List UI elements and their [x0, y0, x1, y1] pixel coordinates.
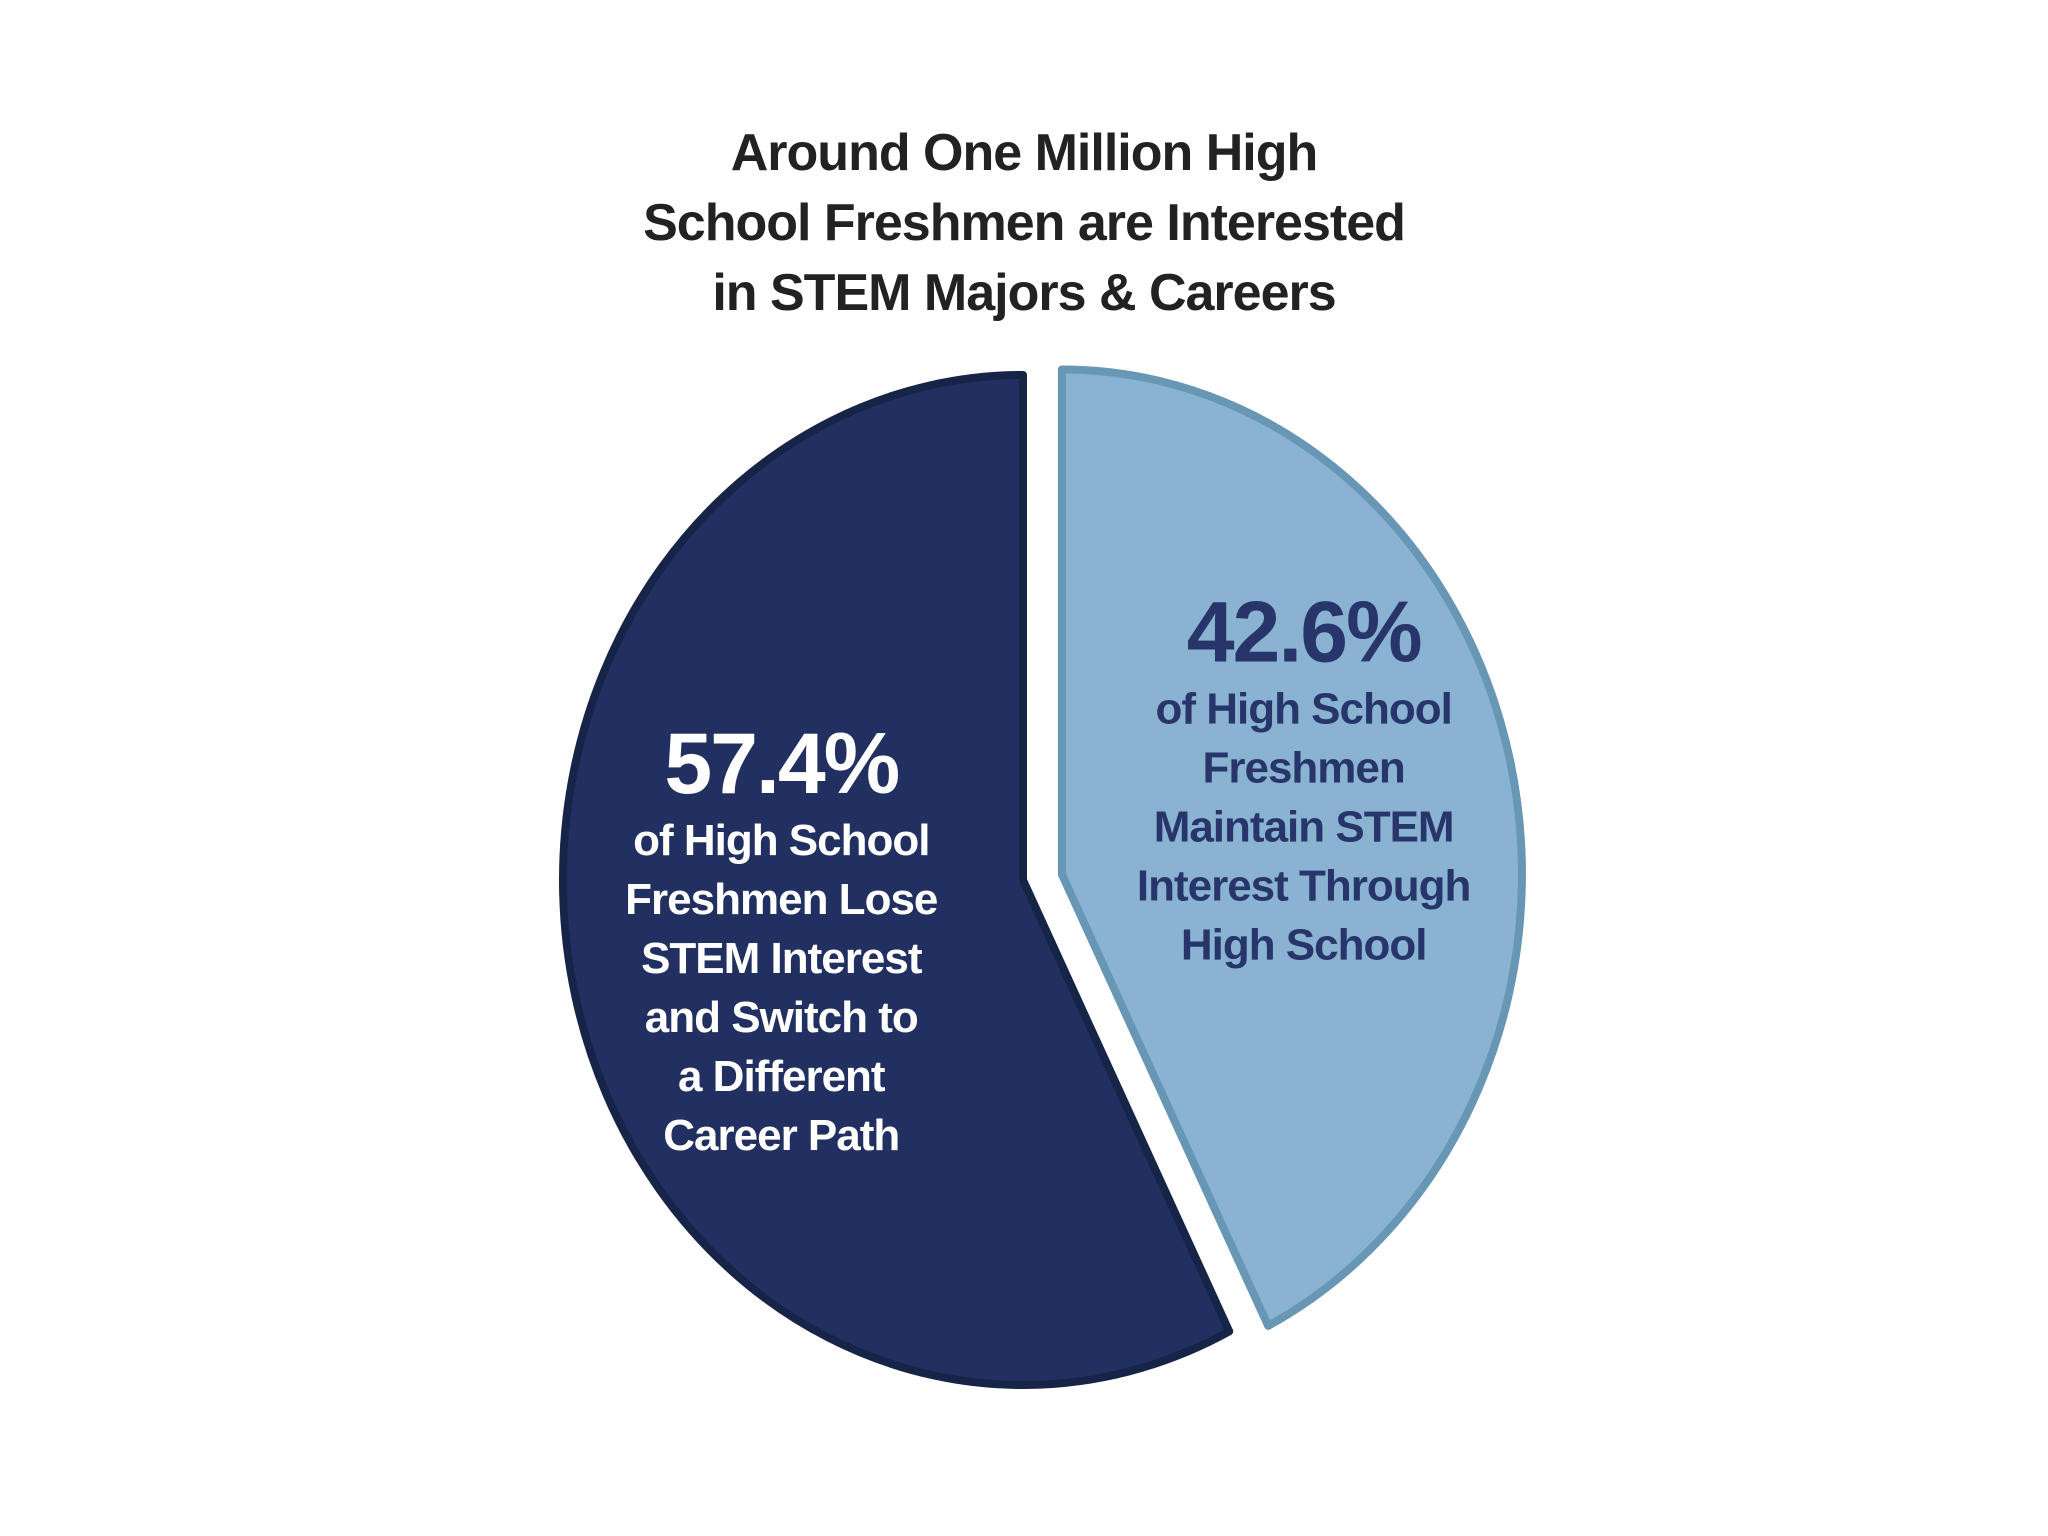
pie-slice-1 — [559, 371, 1234, 1389]
slice-2-description-line: Maintain STEM — [1154, 802, 1454, 851]
slice-1-description-line: a Different — [678, 1052, 886, 1101]
slice-1-description-line: Freshmen Lose — [625, 875, 937, 924]
pie-slice-2 — [1057, 365, 1526, 1330]
chart-title-line-2: School Freshmen are Interested — [643, 194, 1406, 252]
slice-1-description-line: and Switch to — [645, 993, 918, 1042]
slice-2-description-line: of High School — [1155, 684, 1451, 733]
chart-title-line-3: in STEM Majors & Careers — [712, 264, 1336, 322]
slice-2-description-line: Interest Through — [1137, 861, 1471, 910]
chart-title-line-1: Around One Million High — [730, 124, 1318, 182]
slice-2-description-line: High School — [1181, 920, 1427, 969]
slice-1-description-line: Career Path — [663, 1111, 899, 1160]
slice-2-description-line: Freshmen — [1202, 743, 1404, 792]
chart-title: Around One Million High School Freshmen … — [474, 118, 1574, 328]
slice-1-value-label: 57.4% — [664, 716, 898, 812]
slice-1-description-line: of High School — [633, 816, 929, 865]
slice-2-value-label: 42.6% — [1187, 584, 1421, 680]
pie-slices — [559, 365, 1526, 1389]
slice-1-description-line: STEM Interest — [641, 934, 923, 983]
